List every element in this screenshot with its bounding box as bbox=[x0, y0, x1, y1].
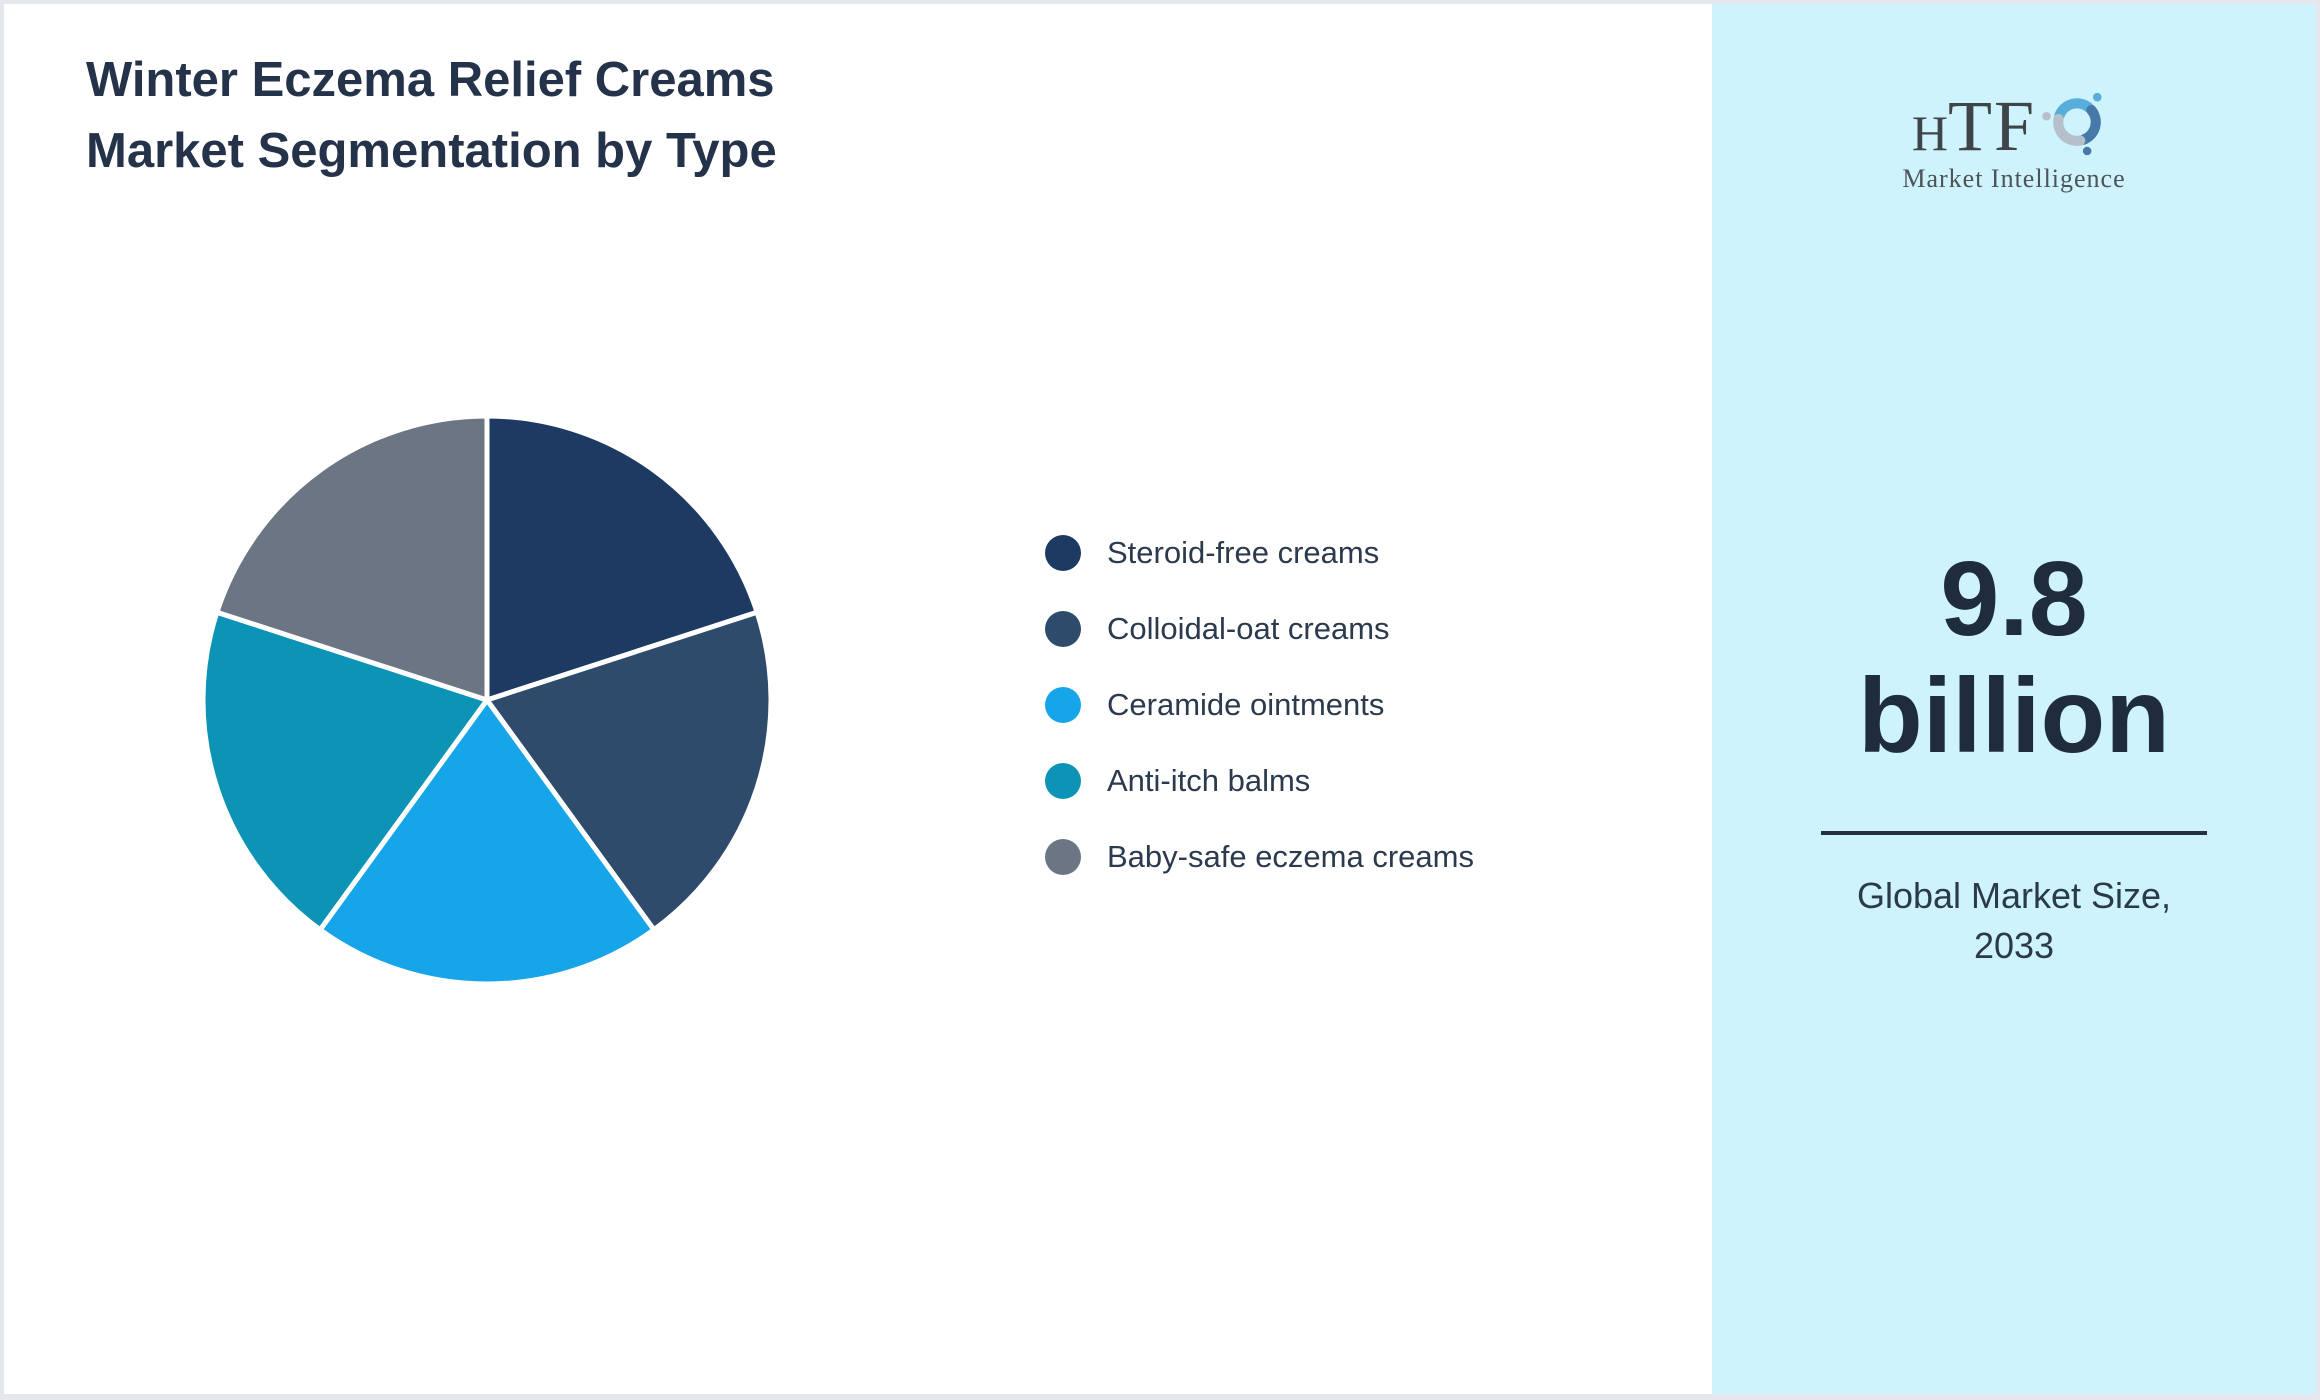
legend-swatch-icon bbox=[1045, 611, 1081, 647]
page-title-line2: Market Segmentation by Type bbox=[86, 124, 777, 178]
dolphin-head-dot bbox=[2042, 111, 2051, 121]
pie-slice-1 bbox=[484, 609, 774, 933]
market-size-number: 9.8 bbox=[1940, 540, 2088, 658]
legend-item: Colloidal-oat creams bbox=[1045, 611, 1474, 647]
dolphin-arc bbox=[2053, 113, 2086, 146]
legend-label: Colloidal-oat creams bbox=[1107, 611, 1390, 646]
caption-line2: 2033 bbox=[1973, 925, 2055, 966]
dolphin-head-dot bbox=[2093, 92, 2102, 102]
legend-swatch-icon bbox=[1045, 687, 1081, 723]
divider-line bbox=[1821, 831, 2207, 835]
market-size-caption: Global Market Size, 2033 bbox=[1712, 871, 2316, 971]
legend-label: Anti-itch balms bbox=[1107, 763, 1311, 798]
dolphin-arc bbox=[2054, 98, 2095, 121]
legend-item: Baby-safe eczema creams bbox=[1045, 839, 1474, 875]
pie-svg bbox=[200, 413, 774, 987]
legend-item: Steroid-free creams bbox=[1045, 535, 1474, 571]
market-size-value: 9.8 billion bbox=[1712, 541, 2316, 775]
pie-chart bbox=[187, 400, 787, 1000]
caption-line1: Global Market Size, bbox=[1856, 875, 2172, 916]
logo-acronym: HTF bbox=[1911, 86, 2037, 166]
htf-logo: HTF Market Intelligence bbox=[1712, 78, 2316, 194]
page-title-line1: Winter Eczema Relief Creams bbox=[86, 53, 775, 107]
legend-label: Baby-safe eczema creams bbox=[1107, 839, 1474, 874]
logo-subtitle: Market Intelligence bbox=[1902, 164, 2126, 193]
legend-swatch-icon bbox=[1045, 839, 1081, 875]
legend: Steroid-free creams Colloidal-oat creams… bbox=[1045, 535, 1474, 915]
market-size-unit: billion bbox=[1857, 657, 2171, 775]
dolphin-arc bbox=[2078, 104, 2101, 145]
dolphin-head-dot bbox=[2082, 146, 2092, 156]
legend-label: Ceramide ointments bbox=[1107, 687, 1385, 722]
pie-slice-4 bbox=[214, 413, 490, 703]
legend-swatch-icon bbox=[1045, 763, 1081, 799]
legend-item: Ceramide ointments bbox=[1045, 687, 1474, 723]
pie-slice-2 bbox=[317, 697, 657, 987]
legend-swatch-icon bbox=[1045, 535, 1081, 571]
legend-label: Steroid-free creams bbox=[1107, 535, 1380, 570]
dolphin-swirl-icon bbox=[2042, 92, 2102, 156]
pie-slice-3 bbox=[200, 609, 490, 933]
legend-item: Anti-itch balms bbox=[1045, 763, 1474, 799]
sidebar: HTF Market Intelligence 9.8 billion Glob… bbox=[1712, 4, 2316, 1394]
page-title: Winter Eczema Relief Creams Market Segme… bbox=[86, 45, 777, 187]
pie-slice-0 bbox=[484, 413, 760, 703]
